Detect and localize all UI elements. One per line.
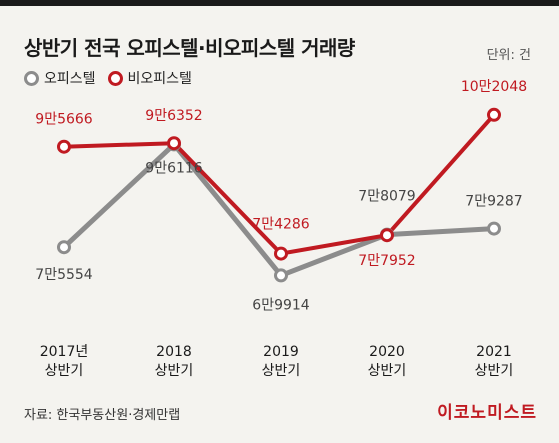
- source-note: 자료: 한국부동산원·경제만랩: [24, 408, 181, 423]
- data-label-office: 7만5554: [35, 267, 93, 283]
- data-label-non-office: 9만6352: [145, 108, 202, 124]
- data-label-office: 7만8079: [358, 189, 415, 205]
- x-tick-label: 2018: [156, 344, 192, 360]
- data-point-office: [487, 221, 501, 236]
- x-tick-label: 상반기: [262, 363, 301, 379]
- data-label-office: 7만9287: [465, 194, 522, 210]
- data-point-non-office: [274, 246, 288, 261]
- brand-logo: 이코노미스트: [437, 403, 537, 423]
- x-tick-label: 상반기: [155, 363, 194, 379]
- x-tick-label: 상반기: [368, 363, 407, 379]
- data-point-office: [57, 240, 71, 255]
- legend-marker-non-office: [107, 70, 123, 86]
- unit-label: 단위: 건: [486, 48, 531, 63]
- data-label-office: 9만6116: [145, 160, 203, 176]
- data-label-non-office: 9만5666: [35, 112, 93, 128]
- legend-marker-office: [24, 70, 39, 86]
- legend-item-office: 오피스텔: [24, 68, 96, 88]
- x-tick-label: 2021: [476, 344, 512, 360]
- data-label-non-office: 10만2048: [461, 79, 527, 95]
- chart-title: 상반기 전국 오피스텔·비오피스텔 거래량: [24, 36, 355, 60]
- x-tick-label: 2020: [369, 344, 405, 360]
- data-point-non-office: [57, 139, 71, 154]
- legend-item-non-office: 비오피스텔: [107, 68, 192, 88]
- legend-label-non-office: 비오피스텔: [127, 71, 192, 87]
- data-point-non-office: [167, 136, 181, 151]
- x-tick-label: 2019: [263, 344, 299, 360]
- data-point-non-office: [380, 228, 394, 243]
- data-label-non-office: 7만7952: [358, 253, 415, 269]
- x-tick-label: 상반기: [45, 363, 84, 379]
- data-point-non-office: [487, 107, 501, 122]
- x-tick-label: 상반기: [475, 363, 514, 379]
- legend: 오피스텔 비오피스텔: [24, 68, 204, 88]
- data-label-non-office: 7만4286: [252, 217, 310, 233]
- top-rule: [0, 0, 559, 6]
- data-point-office: [274, 268, 288, 283]
- legend-label-office: 오피스텔: [44, 71, 96, 87]
- data-label-office: 6만9914: [252, 297, 310, 313]
- x-tick-label: 2017년: [40, 344, 89, 360]
